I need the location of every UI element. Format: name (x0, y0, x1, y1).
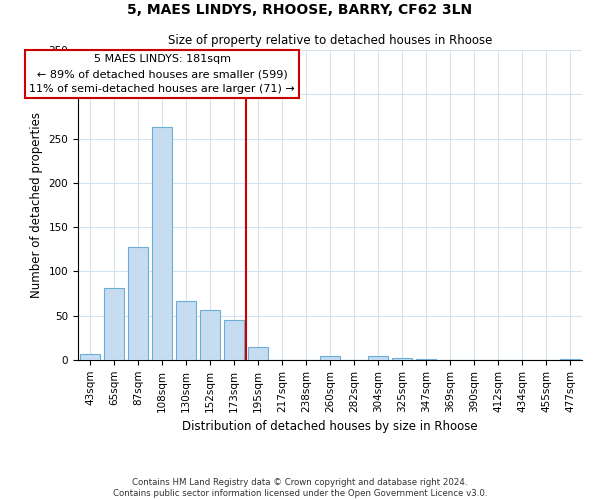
Text: 5 MAES LINDYS: 181sqm
← 89% of detached houses are smaller (599)
11% of semi-det: 5 MAES LINDYS: 181sqm ← 89% of detached … (29, 54, 295, 94)
Bar (224, 320, 244, 360)
Y-axis label: Number of detached properties: Number of detached properties (30, 112, 43, 298)
Bar (392, 358, 412, 360)
Text: Contains HM Land Registry data © Crown copyright and database right 2024.
Contai: Contains HM Land Registry data © Crown c… (113, 478, 487, 498)
Bar (248, 346, 268, 360)
Bar (128, 246, 148, 360)
Bar (152, 127, 172, 360)
Bar (200, 310, 220, 360)
Bar (104, 288, 124, 360)
X-axis label: Distribution of detached houses by size in Rhoose: Distribution of detached houses by size … (182, 420, 478, 433)
Text: 5, MAES LINDYS, RHOOSE, BARRY, CF62 3LN: 5, MAES LINDYS, RHOOSE, BARRY, CF62 3LN (127, 2, 473, 16)
Title: Size of property relative to detached houses in Rhoose: Size of property relative to detached ho… (168, 34, 492, 48)
Bar (416, 359, 436, 360)
Bar (176, 300, 196, 360)
Bar (80, 354, 100, 360)
Bar (320, 356, 340, 360)
Bar (368, 356, 388, 360)
Bar (560, 359, 580, 360)
